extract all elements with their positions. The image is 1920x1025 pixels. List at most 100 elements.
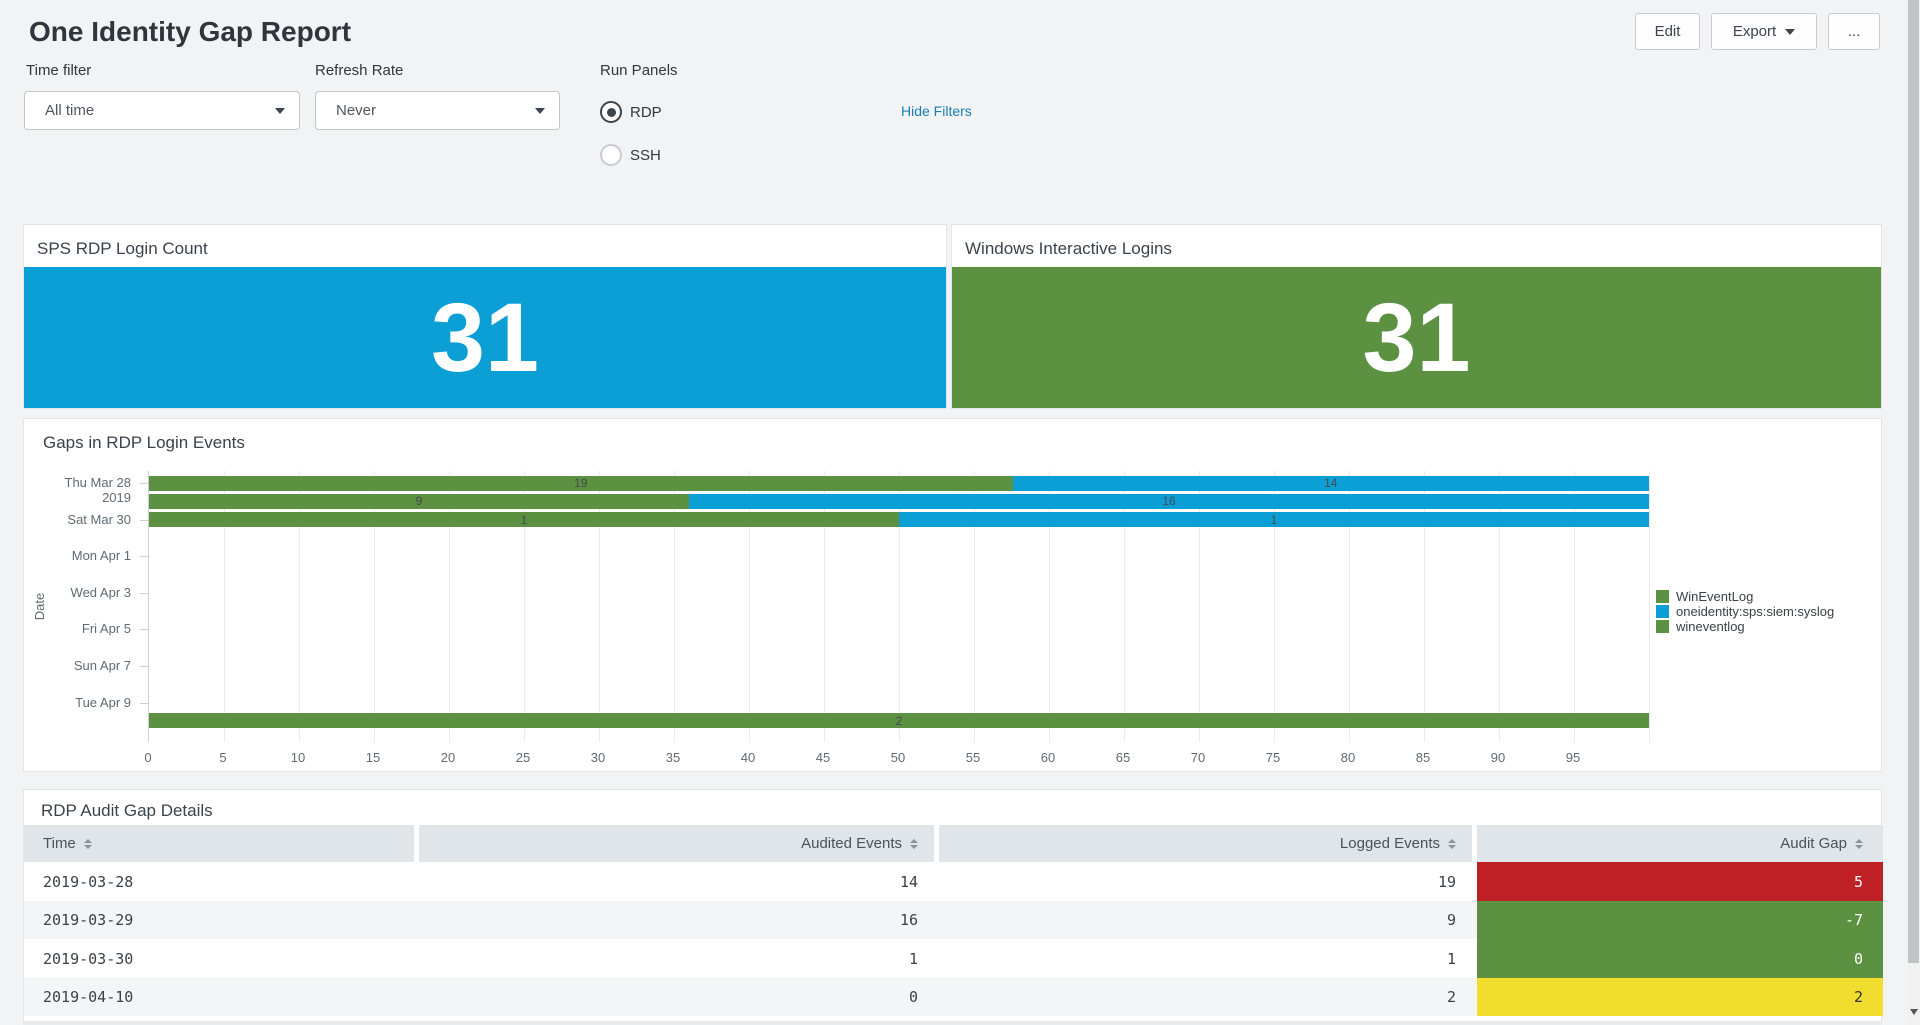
gridline: [299, 471, 300, 742]
refresh-rate-dropdown[interactable]: Never: [315, 91, 560, 130]
table-cell-audited-events[interactable]: 14: [899, 872, 918, 891]
bar-segment-2019-03-28[interactable]: 19: [149, 475, 1013, 491]
y-tick-mark: [140, 592, 148, 594]
table-row[interactable]: 2019-03-28 14 19 5: [24, 862, 1883, 901]
y-tick-label: Fri Apr 5: [81, 621, 131, 637]
x-tick-label: 50: [890, 750, 906, 765]
vertical-scrollbar[interactable]: [1907, 0, 1920, 1025]
bar-value-label: 16: [1162, 494, 1176, 509]
bar-segment-2019-04-10[interactable]: 2: [149, 713, 1649, 729]
gridline: [899, 471, 900, 742]
bar-segment-2019-03-30[interactable]: 1: [899, 512, 1649, 528]
bar-segment-2019-03-28[interactable]: 14: [1012, 475, 1649, 491]
gridline: [749, 471, 750, 742]
edit-button[interactable]: Edit: [1635, 13, 1700, 50]
export-button[interactable]: Export: [1711, 13, 1817, 50]
y-tick-mark: [140, 702, 148, 704]
x-tick-label: 25: [515, 750, 531, 765]
x-tick-label: 10: [290, 750, 306, 765]
legend-item[interactable]: WinEventLog: [1656, 589, 1834, 604]
x-tick-label: 95: [1565, 750, 1581, 765]
table-cell-time[interactable]: 2019-03-28: [43, 872, 134, 891]
table-cell-time[interactable]: 2019-03-29: [43, 911, 134, 929]
legend-label: wineventlog: [1676, 619, 1745, 634]
refresh-rate-label: Refresh Rate: [315, 62, 404, 79]
bar-segment-2019-03-29[interactable]: 16: [689, 493, 1649, 509]
table-cell-logged-events[interactable]: 19: [1437, 872, 1456, 891]
radio-dot-icon: [606, 107, 616, 117]
column-header-label: Time: [43, 835, 76, 852]
chevron-down-icon: [1785, 28, 1796, 35]
time-filter-dropdown[interactable]: All time: [24, 91, 300, 130]
gridline: [1649, 471, 1650, 742]
table-cell-time[interactable]: 2019-04-10: [43, 988, 134, 1006]
run-panels-radio-ssh[interactable]: SSH: [600, 144, 661, 166]
table-title: RDP Audit Gap Details: [41, 801, 213, 820]
bar-value-label: 9: [415, 494, 423, 509]
bar-value-label: 1: [1270, 512, 1278, 527]
sps-rdp-login-count-panel: SPS RDP Login Count 31: [23, 224, 947, 409]
export-button-label: Export: [1732, 23, 1777, 40]
chart-plot: 19 14 9 16 1 1 2: [140, 471, 1650, 742]
rdp-audit-gap-table-panel: RDP Audit Gap Details Time Audited Events…: [23, 789, 1883, 1021]
table-cell-audit-gap[interactable]: 2: [1477, 978, 1883, 1016]
x-tick-label: 30: [590, 750, 606, 765]
legend-swatch-icon: [1656, 620, 1669, 633]
sort-icon: [910, 838, 918, 849]
legend-item[interactable]: wineventlog: [1656, 619, 1834, 634]
y-tick-label: Sun Apr 7: [73, 658, 131, 673]
table-cell-logged-events[interactable]: 1: [1446, 949, 1456, 968]
table-cell-audited-events[interactable]: 0: [908, 988, 918, 1006]
table-cell-logged-events[interactable]: 9: [1446, 911, 1456, 929]
table-cell-audited-events[interactable]: 16: [899, 911, 918, 929]
table-cell-audit-gap[interactable]: 0: [1477, 939, 1883, 978]
x-tick-label: 20: [440, 750, 456, 765]
y-tick-label: Tue Apr 9: [75, 694, 131, 710]
gridline: [1274, 471, 1275, 742]
y-tick-label: Thu Mar 28 2019: [64, 475, 131, 505]
table-row[interactable]: 2019-03-30 1 1 0: [24, 939, 1883, 978]
column-header-logged-events[interactable]: Logged Events: [939, 825, 1472, 862]
x-tick-label: 85: [1415, 750, 1431, 765]
legend-label: oneidentity:sps:siem:syslog: [1676, 604, 1835, 619]
hide-filters-link[interactable]: Hide Filters: [901, 103, 972, 119]
gridline: [1574, 471, 1575, 742]
x-tick-label: 40: [740, 750, 756, 765]
table-row[interactable]: 2019-04-10 0 2 2: [24, 978, 1883, 1016]
table-cell-audited-events[interactable]: 1: [908, 949, 918, 968]
column-header-audited-events[interactable]: Audited Events: [419, 825, 934, 862]
scrollbar-down-arrow-icon[interactable]: [1910, 1009, 1918, 1015]
single-value-number: 31: [1362, 283, 1471, 392]
radio-icon: [600, 144, 622, 166]
chart-legend: WinEventLog oneidentity:sps:siem:syslog wi…: [1656, 589, 1834, 634]
table-clipped-row-edge: [23, 1021, 1882, 1025]
legend-item[interactable]: oneidentity:sps:siem:syslog: [1656, 604, 1834, 619]
table-row[interactable]: 2019-03-29 16 9 -7: [24, 901, 1883, 939]
column-header-time[interactable]: Time: [24, 825, 414, 862]
bar-segment-2019-03-29[interactable]: 9: [149, 493, 689, 509]
x-tick-label: 90: [1490, 750, 1506, 765]
x-tick-label: 70: [1190, 750, 1206, 765]
page-title: One Identity Gap Report: [29, 16, 352, 47]
run-panels-radio-rdp[interactable]: RDP: [600, 101, 662, 123]
x-tick-label: 15: [365, 750, 381, 765]
table-cell-audit-gap[interactable]: 5: [1477, 862, 1883, 901]
gridline: [1499, 471, 1500, 742]
gridline: [1424, 471, 1425, 742]
radio-label: RDP: [630, 103, 662, 121]
y-tick-label: Sat Mar 30: [67, 511, 131, 527]
sort-icon: [83, 838, 92, 849]
bar-segment-2019-03-30[interactable]: 1: [149, 512, 899, 528]
gridline: [824, 471, 825, 742]
more-actions-button[interactable]: ...: [1828, 13, 1880, 50]
table-cell-logged-events[interactable]: 2: [1446, 988, 1456, 1006]
legend-swatch-icon: [1656, 605, 1669, 618]
column-header-audit-gap[interactable]: Audit Gap: [1477, 825, 1883, 862]
radio-label: SSH: [630, 146, 661, 164]
column-header-label: Audited Events: [801, 835, 902, 852]
y-tick-label: Wed Apr 3: [70, 584, 131, 600]
scrollbar-thumb[interactable]: [1908, 0, 1919, 963]
table-cell-audit-gap[interactable]: -7: [1477, 901, 1883, 939]
table-cell-time[interactable]: 2019-03-30: [43, 949, 134, 968]
gridline: [674, 471, 675, 742]
